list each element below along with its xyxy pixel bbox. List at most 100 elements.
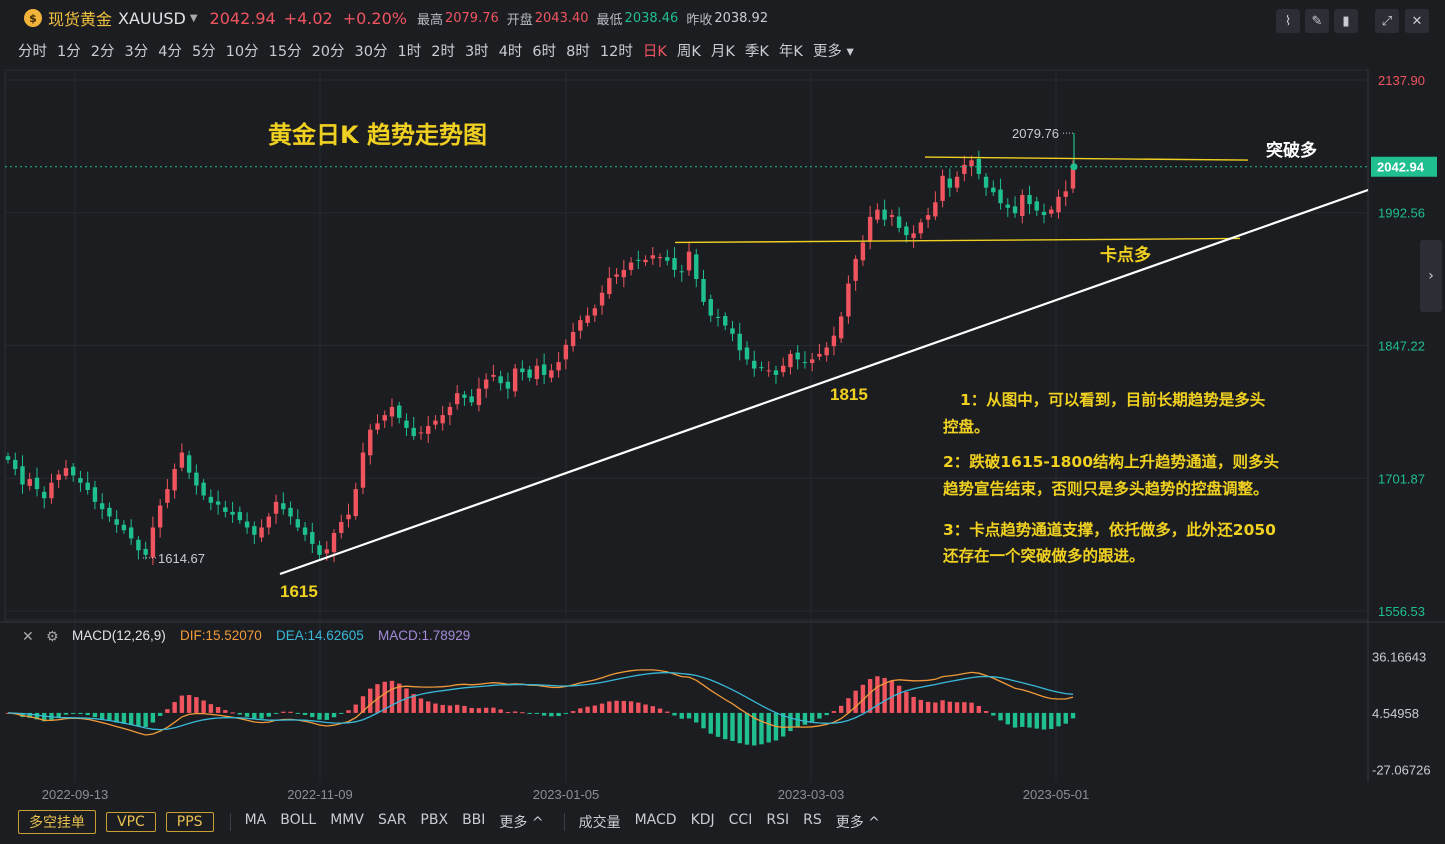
candle-body <box>998 189 1003 204</box>
sub-indicator-3[interactable]: CCI <box>728 812 753 828</box>
period-6[interactable]: 10分 <box>225 43 259 60</box>
macd-bar <box>483 707 489 713</box>
candle-body <box>925 215 931 220</box>
period-13[interactable]: 4时 <box>498 43 523 60</box>
candle-body <box>505 381 511 389</box>
period-15[interactable]: 8时 <box>566 43 590 60</box>
macd-bar <box>418 698 424 713</box>
macd-bar <box>570 711 576 713</box>
support-line <box>674 237 1241 244</box>
period-12[interactable]: 3时 <box>464 43 489 60</box>
period-11[interactable]: 2时 <box>431 43 455 60</box>
macd-bar <box>273 712 279 714</box>
expand-icon[interactable]: ⤢ <box>1375 9 1399 33</box>
candle-body <box>853 258 858 281</box>
period-16[interactable]: 12时 <box>599 43 633 60</box>
period-14[interactable]: 6时 <box>532 43 557 60</box>
macd-bar <box>686 712 692 719</box>
macd-bar <box>643 704 648 713</box>
order-button-vpc[interactable]: VPC <box>106 812 156 832</box>
candle-body <box>991 187 996 193</box>
main-indicator-2[interactable]: MMV <box>330 812 364 828</box>
prev-close-value: 2038.92 <box>714 10 769 26</box>
symbol-code[interactable]: XAUUSD <box>118 8 186 28</box>
macd-bar <box>621 700 627 713</box>
period-9[interactable]: 30分 <box>354 43 388 60</box>
sub-indicator-list: 成交量 MACD KDJ CCI RSI RS 更多 ^ <box>579 812 894 832</box>
symbol-name[interactable]: 现货黄金 <box>48 10 113 29</box>
candle-body <box>107 507 112 517</box>
period-1[interactable]: 1分 <box>57 43 81 60</box>
draw-pen-icon[interactable]: ✎ <box>1305 9 1329 33</box>
macd-bar <box>331 712 337 718</box>
period-5[interactable]: 5分 <box>191 43 216 60</box>
line-chart-icon[interactable]: ⌇ <box>1276 9 1300 33</box>
close-icon[interactable]: ✕ <box>1405 9 1429 33</box>
chevron-right-icon[interactable]: › <box>1420 240 1442 312</box>
divider <box>563 813 565 831</box>
sub-indicator-2[interactable]: KDJ <box>690 812 715 828</box>
candle-body <box>1056 196 1061 213</box>
candle-body <box>266 516 272 528</box>
period-10[interactable]: 1时 <box>397 43 422 60</box>
main-indicator-6[interactable]: 更多 ^ <box>499 815 544 831</box>
macd-bar <box>657 708 663 713</box>
candle-body <box>244 521 250 528</box>
symbol-dropdown-icon[interactable]: ▼ <box>189 12 198 24</box>
candle-body <box>969 160 974 167</box>
macd-bar <box>1005 712 1010 725</box>
macd-bar <box>875 676 880 713</box>
period-19[interactable]: 月K <box>710 43 735 60</box>
main-indicator-4[interactable]: PBX <box>420 812 449 828</box>
period-17[interactable]: 日K <box>642 43 667 60</box>
period-22[interactable]: 更多 ▾ <box>812 43 854 60</box>
sub-indicator-1[interactable]: MACD <box>634 812 677 828</box>
sub-indicator-5[interactable]: RS <box>803 812 822 828</box>
price-chart[interactable]: 2137.90 1992.56 1847.22 1701.87 1556.53 2022-… <box>0 0 1445 806</box>
candle-body <box>13 459 18 469</box>
period-18[interactable]: 周K <box>676 43 701 60</box>
candle-body <box>5 456 11 460</box>
macd-dif-value: DIF:15.52070 <box>180 628 262 643</box>
order-button-pps[interactable]: PPS <box>165 812 214 832</box>
macd-bar <box>266 712 272 717</box>
macd-bar <box>302 712 308 716</box>
macd-bar <box>628 701 634 713</box>
order-button-long-short[interactable]: 多空挂单 <box>18 810 96 834</box>
main-indicator-3[interactable]: SAR <box>377 812 407 828</box>
sub-indicator-4[interactable]: RSI <box>766 812 790 828</box>
candle-body <box>302 527 308 535</box>
period-4[interactable]: 4分 <box>158 43 182 60</box>
period-0[interactable]: 分时 <box>18 43 47 60</box>
period-3[interactable]: 3分 <box>124 43 149 60</box>
price-tick-2: 1847.22 <box>1378 338 1425 353</box>
candle-body <box>563 344 569 360</box>
candle-body <box>360 452 366 488</box>
main-indicator-0[interactable]: MA <box>244 812 267 828</box>
candle-body <box>570 331 576 347</box>
main-indicator-1[interactable]: BOLL <box>280 812 317 828</box>
candle-body <box>744 347 750 360</box>
macd-bar <box>940 700 945 713</box>
sub-indicator-0[interactable]: 成交量 <box>578 815 621 831</box>
macd-bar <box>179 695 185 713</box>
candle-body <box>411 427 416 437</box>
candle-body <box>875 209 880 220</box>
main-indicator-5[interactable]: BBI <box>462 812 486 828</box>
period-2[interactable]: 2分 <box>90 43 115 60</box>
macd-bar <box>744 712 750 745</box>
macd-bar <box>694 712 699 723</box>
macd-bar <box>252 712 257 719</box>
period-21[interactable]: 年K <box>778 43 803 60</box>
period-7[interactable]: 15分 <box>268 43 302 60</box>
sub-indicator-6[interactable]: 更多 ^ <box>835 815 880 831</box>
candle-type-icon[interactable]: ▮ <box>1334 9 1358 33</box>
divider <box>229 813 231 831</box>
candle-body <box>933 202 938 217</box>
candle-body <box>273 501 279 514</box>
candle-body <box>483 379 489 389</box>
candle-body <box>947 178 953 188</box>
candle-body <box>708 299 713 316</box>
period-20[interactable]: 季K <box>744 43 769 60</box>
period-8[interactable]: 20分 <box>311 43 345 60</box>
